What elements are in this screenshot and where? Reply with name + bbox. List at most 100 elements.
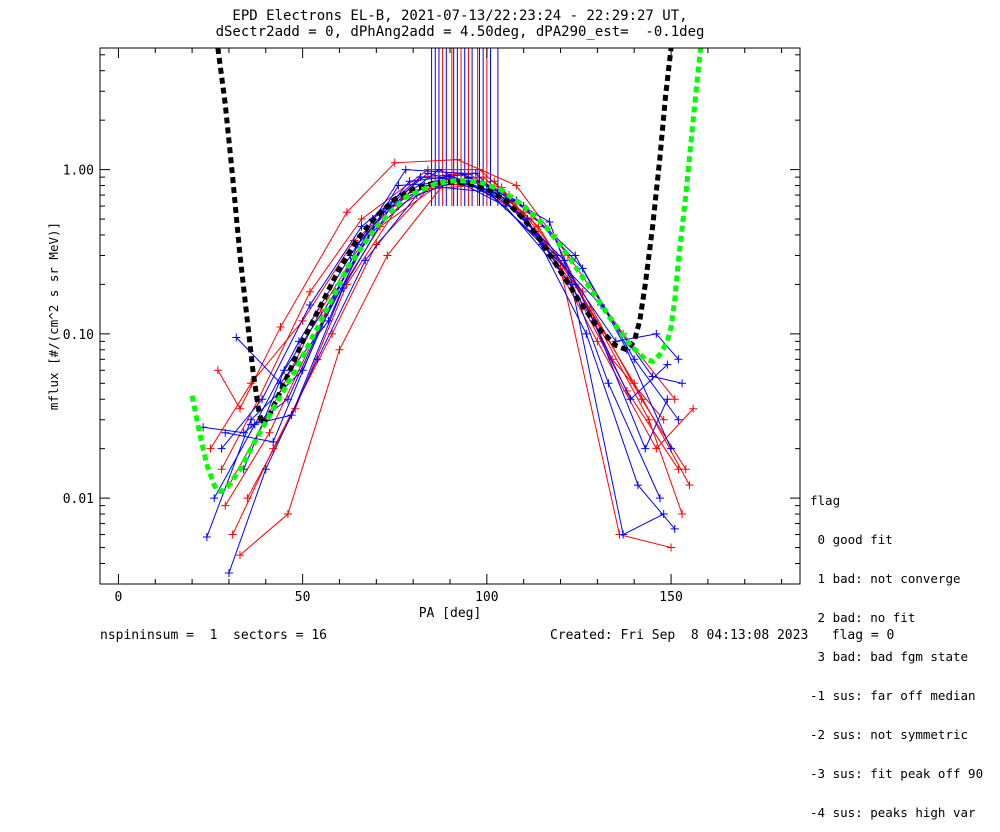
- data-point-8-9: [674, 415, 683, 424]
- flag-legend: flag 0 good fit 1 bad: not converge 2 ba…: [810, 468, 983, 832]
- data-point-4-3: [383, 251, 392, 260]
- data-point-6-1: [265, 428, 274, 437]
- series-line-13: [221, 176, 661, 499]
- data-point-4-5: [490, 177, 499, 186]
- x-axis-label: PA [deg]: [419, 606, 482, 621]
- data-point-16-7: [619, 530, 628, 539]
- data-point-5-0: [217, 465, 226, 474]
- data-point-13-8: [656, 494, 664, 503]
- footer-spin-info: nspininsum = 1 sectors = 16: [100, 628, 327, 643]
- chart-title-line2: dSectr2add = 0, dPhAng2add = 4.50deg, dP…: [215, 24, 705, 40]
- data-point-4-2: [335, 345, 344, 354]
- data-point-11-0: [202, 532, 211, 541]
- data-point-14-4: [434, 165, 443, 174]
- data-point-4-7: [593, 337, 602, 346]
- data-point-9-4: [401, 165, 410, 174]
- footer-created-info: Created: Fri Sep 8 04:13:08 2023 flag = …: [550, 628, 895, 643]
- data-point-16-0: [247, 420, 256, 429]
- y-tick-label-2: 1.00: [63, 164, 94, 179]
- data-point-4-0: [236, 551, 244, 560]
- data-layer: [199, 48, 698, 578]
- data-point-15-1: [269, 437, 278, 446]
- data-point-16-8: [659, 510, 668, 519]
- data-point-2-0: [206, 444, 215, 453]
- data-point-13-3: [357, 222, 366, 231]
- legend-item-flag-minus-3: -3 sus: fit peak off 90: [810, 766, 984, 781]
- data-point-9-5: [457, 169, 466, 178]
- data-point-0-5: [453, 155, 462, 164]
- data-point-0-3: [342, 208, 351, 217]
- data-point-4-1: [283, 510, 292, 519]
- plot-frame: [99, 47, 801, 585]
- data-point-10-1: [261, 465, 270, 474]
- legend-item-flag-minus-4: -4 sus: peaks high var: [810, 805, 976, 820]
- data-point-15-0: [221, 428, 230, 437]
- legend-item-flag-3: 3 bad: bad fgm state: [810, 649, 969, 664]
- data-point-0-6: [512, 181, 521, 190]
- data-point-2-8: [637, 395, 646, 404]
- data-point-14-1: [280, 366, 289, 375]
- data-point-13-6: [545, 217, 554, 226]
- data-point-0-2: [276, 323, 285, 332]
- data-point-3-0: [228, 530, 237, 539]
- y-axis-label: mflux [#/(cm^2 s sr MeV)]: [46, 222, 61, 410]
- series-line-6: [224, 176, 672, 549]
- data-point-14-9: [674, 355, 683, 364]
- data-point-6-8: [667, 543, 676, 552]
- data-point-12-8: [648, 372, 657, 381]
- legend-item-flag-minus-2: -2 sus: not symmetric: [810, 727, 969, 742]
- data-point-12-9: [678, 379, 687, 388]
- data-point-9-7: [571, 251, 580, 260]
- data-point-16-2: [339, 284, 348, 293]
- data-point-15-7: [626, 395, 635, 404]
- data-point-1-9: [685, 481, 694, 490]
- data-point-2-2: [298, 316, 307, 325]
- data-point-9-9: [667, 444, 676, 453]
- data-point-15-8: [663, 360, 672, 369]
- data-point-0-1: [236, 404, 244, 413]
- data-point-4-8: [652, 444, 661, 453]
- data-point-10-0: [224, 569, 233, 578]
- data-point-16-1: [287, 411, 296, 420]
- axis-layer: 0 50 100 150 0.01 0.10 1.00: [63, 48, 800, 605]
- data-point-3-9: [678, 510, 687, 519]
- data-point-11-5: [471, 169, 480, 178]
- y-tick-label-0: 0.01: [63, 492, 94, 507]
- data-point-6-0: [221, 501, 230, 510]
- x-tick-label-2: 100: [475, 590, 498, 605]
- data-point-16-4: [442, 171, 451, 180]
- data-point-5-2: [306, 287, 314, 296]
- data-point-10-9: [670, 524, 679, 533]
- data-point-11-4: [405, 177, 414, 186]
- series-line-16: [250, 174, 664, 536]
- series-line-15: [225, 185, 668, 443]
- legend-item-flag-2: 2 bad: no fit: [810, 610, 916, 625]
- chart-plot: 0 50 100 150 0.01 0.10 1.00 PA [deg] mflux [#/…: [46, 47, 801, 621]
- fit-layer: [189, 47, 704, 494]
- data-point-7-0: [243, 494, 252, 503]
- legend-item-flag-1: 1 bad: not converge: [810, 571, 961, 586]
- data-point-10-7: [582, 329, 591, 338]
- x-tick-label-0: 0: [115, 590, 123, 605]
- fit-curve-green: [189, 47, 704, 494]
- data-point-12-0: [232, 333, 241, 342]
- data-point-0-4: [390, 158, 399, 167]
- data-point-13-7: [604, 379, 613, 388]
- data-point-10-8: [633, 481, 642, 490]
- data-point-9-0: [210, 494, 219, 503]
- data-point-2-1: [247, 379, 256, 388]
- x-tick-label-3: 150: [659, 590, 682, 605]
- data-point-0-9: [670, 395, 679, 404]
- data-point-13-4: [416, 173, 425, 182]
- data-point-10-3: [361, 256, 370, 265]
- data-point-0-0: [213, 366, 222, 375]
- y-tick-label-1: 0.10: [63, 328, 94, 343]
- data-point-3-6: [534, 222, 543, 231]
- legend-item-flag-minus-1: -1 sus: far off median: [810, 688, 976, 703]
- data-point-4-9: [689, 404, 698, 413]
- data-point-15-6: [560, 256, 569, 265]
- series-line-10: [228, 176, 676, 574]
- data-point-13-2: [306, 300, 314, 309]
- data-point-5-3: [357, 215, 366, 224]
- data-point-11-8: [641, 444, 650, 453]
